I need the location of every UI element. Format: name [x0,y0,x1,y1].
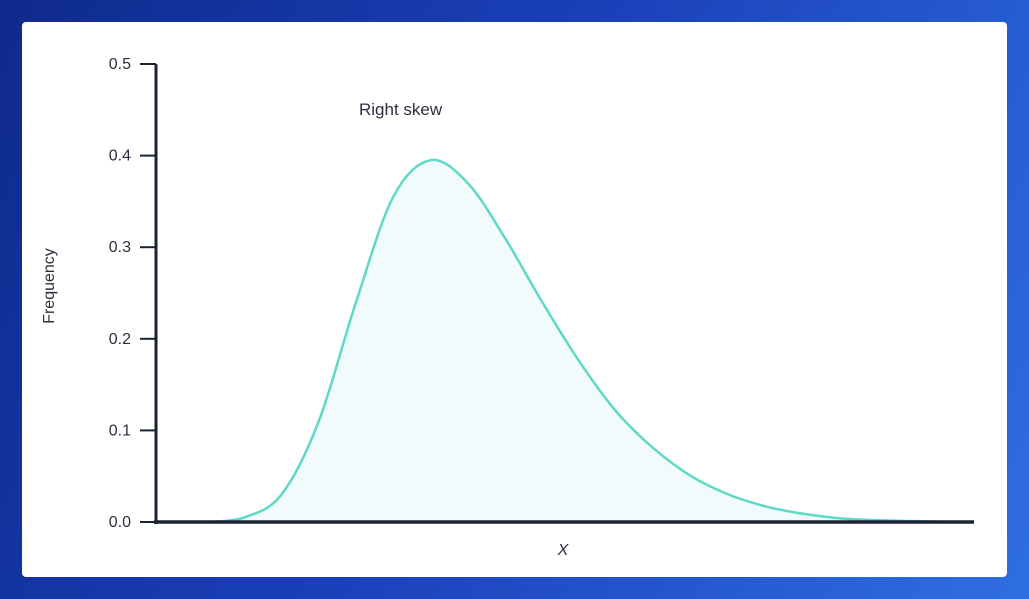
y-axis-label: Frequency [41,248,58,324]
chart-annotation: Right skew [359,100,443,119]
x-axis-label: X [557,542,570,559]
y-tick-label: 0.4 [109,148,131,165]
y-tick-label: 0.2 [109,331,131,348]
chart-svg: 0.0 0.1 0.2 0.3 0.4 0.5 Right skew X Frequenc… [41,56,974,559]
distribution-line [206,158,953,524]
distribution-area [207,159,952,522]
y-tick-label: 0.3 [109,239,131,256]
chart-card: 0.0 0.1 0.2 0.3 0.4 0.5 Right skew X Frequenc… [22,22,1007,577]
y-tick-label: 0.5 [109,56,131,73]
y-tick-label: 0.0 [109,514,131,531]
y-tick-label: 0.1 [109,422,131,439]
